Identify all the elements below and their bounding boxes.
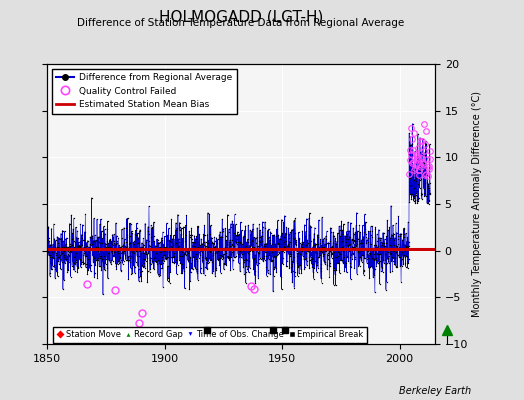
Text: Berkeley Earth: Berkeley Earth (399, 386, 472, 396)
Legend: Difference from Regional Average, Quality Control Failed, Estimated Station Mean: Difference from Regional Average, Qualit… (52, 68, 236, 114)
Y-axis label: Monthly Temperature Anomaly Difference (°C): Monthly Temperature Anomaly Difference (… (472, 91, 482, 317)
Text: HOLMOGADD (LGT-H): HOLMOGADD (LGT-H) (159, 10, 323, 25)
Text: Difference of Station Temperature Data from Regional Average: Difference of Station Temperature Data f… (78, 18, 405, 28)
